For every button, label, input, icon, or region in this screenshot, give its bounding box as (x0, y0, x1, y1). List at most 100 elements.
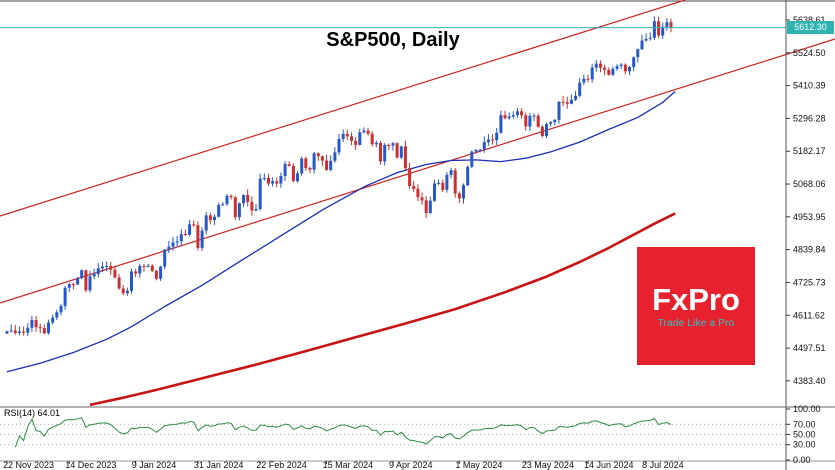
candle-body (362, 130, 366, 133)
candle-body (55, 312, 59, 318)
price-axis-label: 4839.84 (793, 245, 826, 255)
candle-body (565, 102, 569, 104)
price-axis-label: 5524.50 (793, 48, 826, 58)
price-axis-label: 5410.39 (793, 81, 826, 91)
candle-body (561, 101, 565, 103)
candle-body (233, 197, 237, 218)
candle-body (217, 205, 221, 217)
candle-body (628, 67, 631, 72)
candle-body (428, 200, 432, 214)
trendline[interactable] (0, 38, 835, 304)
candle-body (503, 115, 507, 119)
candle-body (648, 37, 652, 39)
candle-body (640, 40, 644, 50)
candle-body (437, 182, 441, 184)
candle-body (117, 277, 121, 289)
date-axis-label: 8 Jul 2024 (642, 460, 684, 470)
candle-body (661, 26, 665, 36)
candle-body (229, 195, 233, 198)
candle-body (125, 290, 129, 294)
candle-body (545, 124, 548, 137)
candle-body (449, 170, 453, 175)
candle-body (528, 115, 532, 127)
candle-body (395, 143, 399, 158)
candle-body (445, 174, 449, 190)
candle-body (412, 186, 416, 189)
candle-body (632, 57, 636, 68)
candle-body (557, 101, 561, 120)
price-axis-label: 4725.73 (793, 278, 826, 288)
candle-body (462, 185, 465, 199)
candle-body (179, 234, 183, 242)
candle-body (254, 209, 258, 211)
candle-body (333, 152, 337, 161)
candle-body (652, 21, 656, 38)
date-axis-label: 14 Jun 2024 (584, 460, 634, 470)
price-axis-label: 4953.95 (793, 212, 826, 222)
candle-body (76, 278, 80, 285)
candle-body (287, 164, 291, 166)
candle-body (607, 69, 611, 75)
candle-body (636, 49, 640, 58)
candle-body (599, 63, 602, 68)
candle-body (366, 130, 370, 134)
ma-slow-line (89, 212, 676, 407)
candle-body (258, 178, 262, 210)
candle-body (370, 133, 374, 145)
price-axis-label: 5068.06 (793, 179, 826, 189)
candle-body (101, 266, 104, 269)
candle-body (275, 181, 279, 184)
rsi-axis-label: 100.00 (793, 404, 821, 414)
date-axis-label: 15 Mar 2024 (323, 460, 374, 470)
candle-body (466, 166, 470, 186)
rsi-indicator-label: RSI(14) 64.01 (4, 408, 61, 418)
candle-body (611, 68, 615, 75)
rsi-axis-label: 50.00 (793, 430, 816, 440)
ma-fast-line (6, 91, 676, 373)
candle-body (540, 126, 544, 136)
candle-body (491, 139, 495, 141)
candle-body (470, 151, 474, 167)
candle-body (283, 164, 287, 176)
candle-body (204, 215, 208, 231)
candle-body (574, 95, 578, 100)
current-price-badge: 5612.30 (787, 21, 834, 35)
candle-body (603, 67, 607, 70)
candle-body (391, 143, 395, 146)
candle-body (337, 138, 341, 153)
price-axis-label: 4497.51 (793, 343, 826, 353)
candle-body (59, 306, 63, 313)
candle-body (495, 132, 499, 141)
candle-body (159, 266, 163, 279)
candle-body (486, 139, 490, 143)
trendline[interactable] (0, 0, 686, 217)
candle-body (457, 193, 461, 199)
candle-body (474, 149, 478, 152)
candle-body (341, 134, 345, 139)
candle-body (188, 224, 192, 235)
candle-body (146, 265, 150, 267)
candle-body (38, 327, 42, 329)
candle-body (192, 224, 196, 226)
candle-body (345, 134, 349, 137)
candle-body (167, 246, 171, 250)
candle-body (354, 140, 358, 145)
candle-body (71, 284, 75, 286)
candle-body (9, 330, 13, 332)
candle-body (453, 170, 457, 194)
candle-body (482, 142, 486, 150)
candle-body (134, 271, 138, 274)
candle-body (623, 64, 627, 72)
candle-body (213, 216, 216, 220)
price-axis-label: 5638.61 (793, 15, 826, 25)
candle-body (30, 320, 34, 328)
date-axis-label: 14 Dec 2023 (65, 460, 116, 470)
candle-body (63, 287, 67, 306)
candle-body (67, 284, 71, 288)
candle-body (304, 158, 308, 168)
candle-body (5, 331, 9, 334)
candle-body (387, 145, 391, 146)
date-axis-label: 23 May 2024 (522, 460, 574, 470)
candle-body (109, 266, 113, 270)
